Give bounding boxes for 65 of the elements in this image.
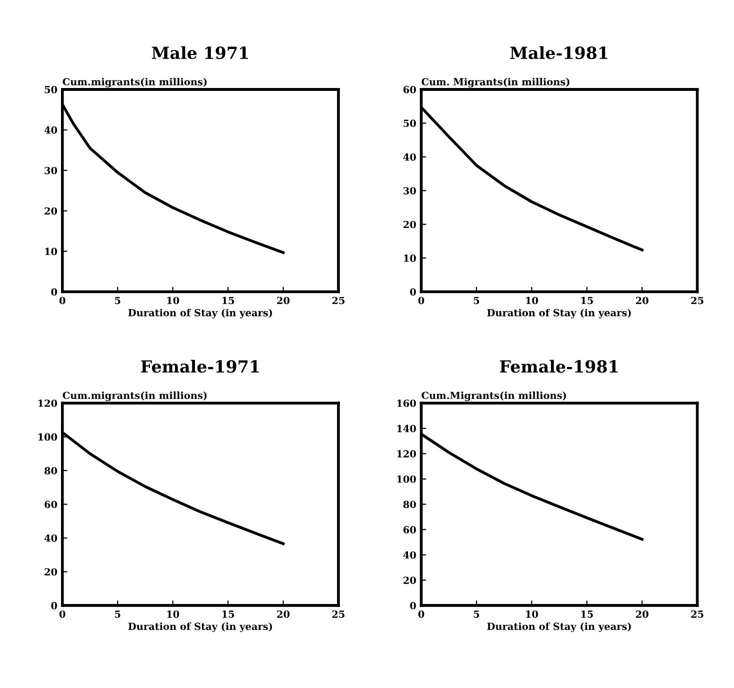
x-tick-label: 20 [277,296,290,304]
y-tick-label: 60 [403,86,416,94]
x-tick-label: 0 [418,296,424,304]
x-tick-label: 25 [332,296,344,304]
chart-title: Female-1971 [141,360,259,373]
y-tick-label: 20 [404,220,416,228]
y-tick-label: 0 [51,602,58,610]
y-tick-label: 20 [404,576,416,584]
y-tick-label: 40 [403,551,416,559]
x-tick-label: 15 [222,610,234,618]
x-tick-label: 25 [332,610,344,618]
x-tick-label: 5 [474,296,480,304]
x-axis-title: Duration of Stay (in years) [487,308,631,318]
chart-title: Female-1981 [500,360,618,373]
x-tick-label: 5 [115,296,120,304]
y-tick-label: 50 [44,86,58,94]
x-axis-title: Duration of Stay (in years) [128,622,272,632]
x-tick-label: 10 [526,296,538,304]
y-tick-label: 30 [44,166,58,174]
x-tick-label: 15 [581,296,593,304]
x-tick-label: 20 [636,610,648,618]
y-tick-label: 30 [404,187,416,194]
y-tick-label: 120 [397,450,416,458]
y-tick-label: 80 [44,467,58,474]
y-tick-label: 140 [397,424,416,432]
y-tick-label: 40 [44,126,58,134]
x-tick-label: 0 [418,610,424,618]
y-tick-label: 0 [51,288,58,296]
y-tick-label: 40 [44,534,58,542]
x-tick-label: 0 [59,296,66,304]
x-tick-label: 20 [636,296,648,304]
x-axis-title: Duration of Stay (in years) [487,622,631,632]
y-tick-label: 80 [403,500,416,508]
y-axis-title: Cum.migrants(in millions) [62,392,207,402]
y-tick-label: 50 [404,120,416,127]
x-tick-label: 10 [167,296,180,304]
y-tick-label: 0 [410,602,416,610]
y-tick-label: 40 [403,153,416,161]
y-tick-label: 10 [404,254,416,262]
y-tick-label: 10 [45,248,58,256]
x-tick-label: 5 [474,610,480,618]
y-tick-label: 20 [44,568,58,576]
x-tick-label: 10 [167,610,180,618]
x-tick-label: 20 [277,610,290,618]
x-tick-label: 25 [691,296,704,304]
y-axis-title: Cum. Migrants(in millions) [422,78,570,88]
x-tick-label: 15 [581,610,593,618]
y-tick-label: 100 [397,475,416,483]
y-axis-title: Cum.Migrants(in millions) [422,392,566,402]
x-tick-label: 5 [115,610,120,618]
x-tick-label: 0 [59,610,66,618]
y-tick-label: 60 [44,500,58,508]
y-tick-label: 60 [403,526,416,534]
x-tick-label: 15 [222,296,234,304]
y-tick-label: 0 [410,288,416,296]
x-tick-label: 25 [691,610,704,618]
chart-title: Male 1971 [152,46,248,60]
y-tick-label: 120 [38,400,58,407]
x-tick-label: 10 [526,610,538,618]
x-axis-title: Duration of Stay (in years) [128,308,272,318]
y-tick-label: 100 [38,433,58,441]
chart-title: Male-1981 [510,46,608,60]
y-tick-label: 20 [44,207,58,215]
y-tick-label: 160 [397,400,416,407]
y-axis-title: Cum.migrants(in millions) [62,78,207,88]
